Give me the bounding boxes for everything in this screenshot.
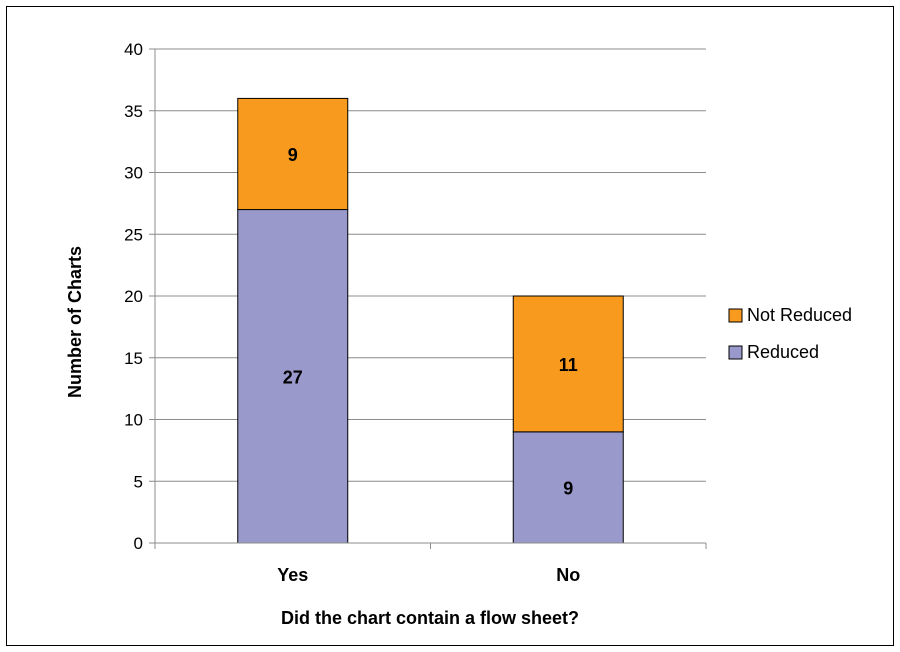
y-tick-label: 10: [124, 411, 143, 430]
y-tick-label: 5: [134, 472, 143, 491]
data-label: 9: [288, 145, 298, 165]
y-tick-label: 30: [124, 164, 143, 183]
data-label: 27: [283, 367, 303, 387]
bar-not-reduced-no: [512, 295, 624, 433]
y-tick-label: 35: [124, 102, 143, 121]
data-label: 9: [563, 478, 573, 498]
bar-reduced-yes: [237, 209, 349, 544]
y-tick-label: 40: [124, 40, 143, 59]
legend-label-reduced: Reduced: [747, 342, 819, 362]
y-tick-label: 0: [134, 534, 143, 553]
legend-label-not-reduced: Not Reduced: [747, 305, 852, 325]
y-axis-title: Number of Charts: [65, 246, 85, 398]
bar-reduced-no: [512, 431, 624, 544]
bar-not-reduced-yes: [237, 97, 349, 211]
y-tick-label: 15: [124, 349, 143, 368]
axes: 0 5 10 15 20 25 30 35 40 Yes No: [124, 40, 707, 585]
x-category-label: Yes: [277, 565, 308, 585]
stacked-bar-chart: 0 5 10 15 20 25 30 35 40 Yes No 27 9 9 11 Did the cha…: [65, 40, 852, 628]
legend-swatch-reduced: [728, 345, 743, 360]
chart-frame: 0 5 10 15 20 25 30 35 40 Yes No 27 9 9 11 Did the cha…: [6, 6, 894, 646]
bars: [237, 97, 624, 544]
y-tick-label: 20: [124, 287, 143, 306]
data-labels: 27 9 9 11: [283, 145, 578, 498]
y-tick-label: 25: [124, 225, 143, 244]
x-axis-title: Did the chart contain a flow sheet?: [281, 608, 579, 628]
legend: Not Reduced Reduced: [728, 305, 852, 362]
data-label: 11: [559, 355, 578, 375]
x-category-label: No: [556, 565, 580, 585]
legend-swatch-not-reduced: [728, 308, 743, 323]
